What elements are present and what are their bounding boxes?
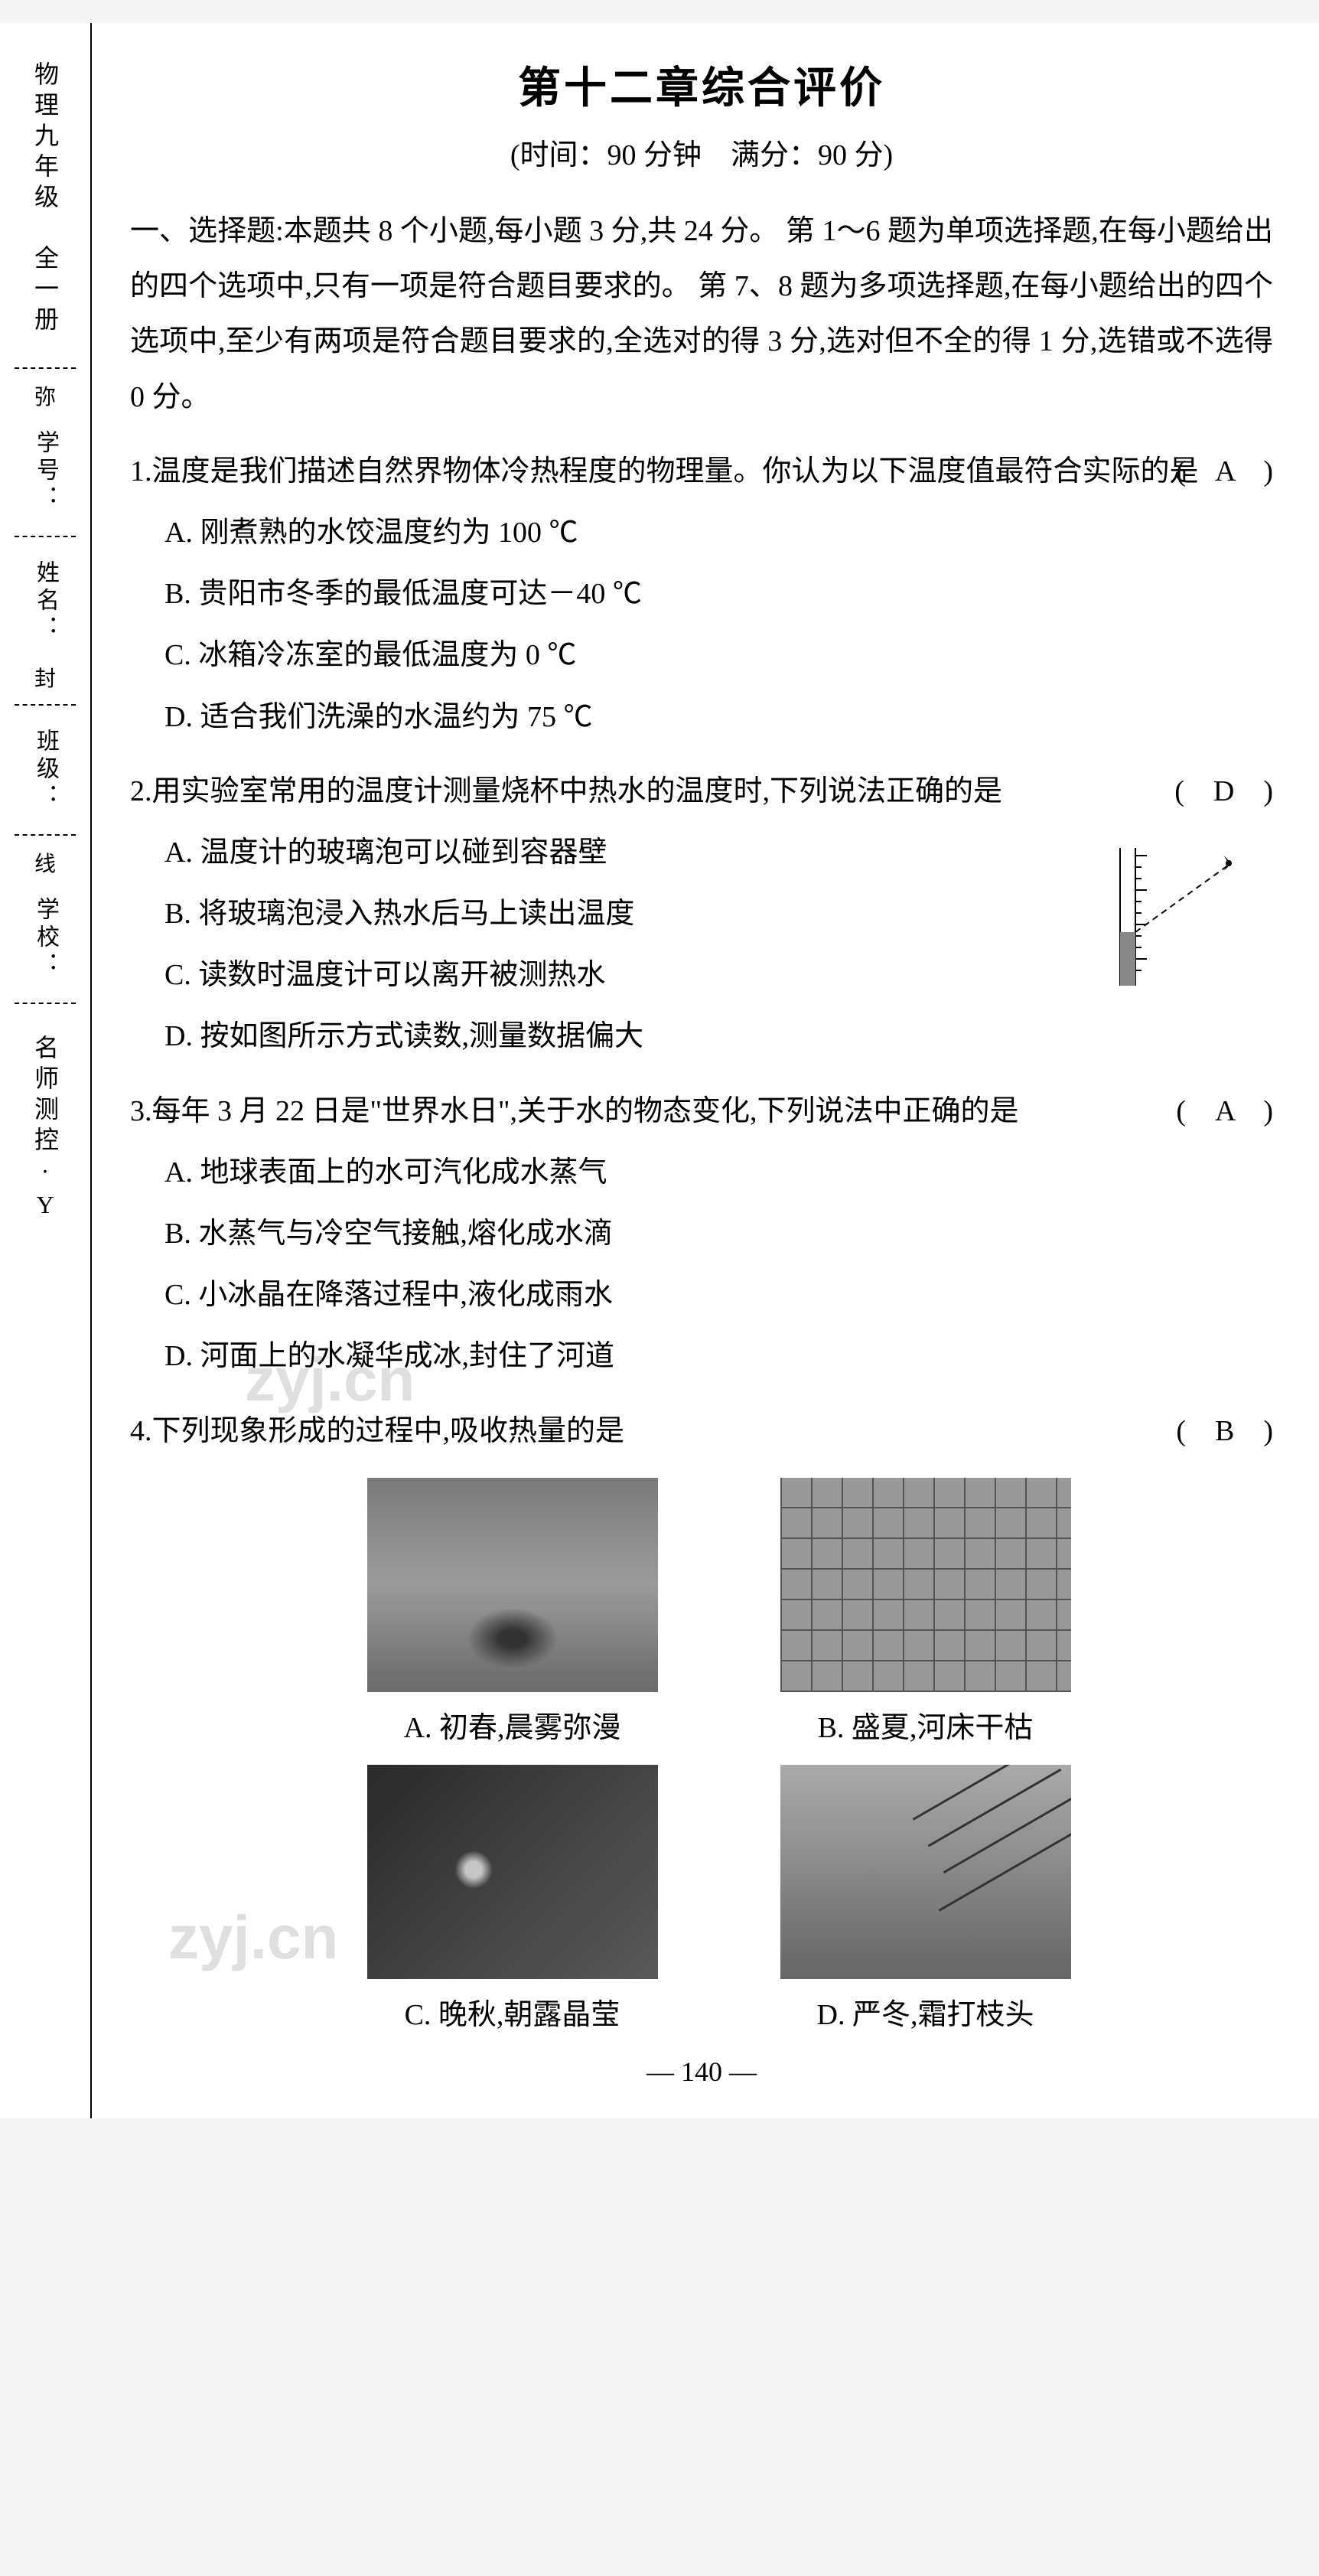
question-num: 1. [130,455,152,487]
image-row-2: zyj.cn C. 晚秋,朝露晶莹 D. 严冬,霜打枝头 [130,1765,1273,2033]
divider [15,704,76,706]
field-name: 姓名： [28,545,62,658]
option-d: D. 河面上的水凝华成冰,封住了河道 [164,1329,1273,1384]
cut-mark: 线 [34,843,56,882]
question-text: 4.下列现象形成的过程中,吸收热量的是 ( B ) [130,1404,1273,1459]
question-text: 3.每年 3 月 22 日是"世界水日",关于水的物态变化,下列说法中正确的是 … [130,1084,1273,1139]
field-number: 学号： [28,415,62,528]
answer-mark: ( B ) [1210,1404,1273,1459]
question-body: 用实验室常用的温度计测量烧杯中热水的温度时,下列说法正确的是 [152,775,1003,807]
image-item-a: A. 初春,晨雾弥漫 [367,1478,658,1746]
section-header: 一、选择题:本题共 8 个小题,每小题 3 分,共 24 分。 第 1～6 题为… [130,204,1273,425]
option-d: D. 按如图所示方式读数,测量数据偏大 [164,1009,1273,1064]
caption-b: B. 盛夏,河床干枯 [780,1704,1071,1746]
caption-a: A. 初春,晨雾弥漫 [367,1704,658,1746]
option-b: B. 贵阳市冬季的最低温度可达－40 ℃ [164,566,1273,621]
option-a: A. 地球表面上的水可汽化成水蒸气 [164,1145,1273,1200]
question-2: 2.用实验室常用的温度计测量烧杯中热水的温度时,下列说法正确的是 ( D ) [130,764,1273,1065]
question-4: 4.下列现象形成的过程中,吸收热量的是 ( B ) A. 初春,晨雾弥漫 B. … [130,1404,1273,2033]
question-num: 4. [130,1415,152,1447]
image-fog [367,1478,658,1692]
image-item-d: D. 严冬,霜打枝头 [780,1765,1071,2033]
image-frost [780,1765,1071,1979]
page-subtitle: (时间：90 分钟 满分：90 分) [130,131,1273,173]
image-dew [367,1765,658,1979]
question-1: 1.温度是我们描述自然界物体冷热程度的物理量。你认为以下温度值最符合实际的是 (… [130,444,1273,745]
cut-mark: 弥 [34,377,56,415]
answer-mark: ( A ) [1210,1084,1273,1139]
question-body: 下列现象形成的过程中,吸收热量的是 [152,1415,625,1447]
field-school: 学校： [28,882,62,995]
page-container: 物理九年级 全一册 弥 学号： 姓名： 封 班级： 线 学校： 名师测控·Y 第… [0,23,1319,2118]
sidebar-bottom-label: 名师测控·Y [28,1012,63,1247]
page-title: 第十二章综合评价 [130,54,1273,116]
caption-c: C. 晚秋,朝露晶莹 [367,1991,658,2033]
image-item-b: B. 盛夏,河床干枯 [780,1478,1071,1746]
option-d: D. 适合我们洗澡的水温约为 75 ℃ [164,690,1273,745]
question-3: 3.每年 3 月 22 日是"世界水日",关于水的物态变化,下列说法中正确的是 … [130,1084,1273,1384]
option-c: C. 冰箱冷冻室的最低温度为 0 ℃ [164,628,1273,683]
page-number: — 140 — [130,2056,1273,2088]
question-num: 2. [130,775,152,807]
main-content: 第十二章综合评价 (时间：90 分钟 满分：90 分) 一、选择题:本题共 8 … [92,23,1319,2118]
sidebar: 物理九年级 全一册 弥 学号： 姓名： 封 班级： 线 学校： 名师测控·Y [0,23,92,2118]
sidebar-top-label: 物理九年级 全一册 [28,38,63,360]
question-num: 3. [130,1095,152,1127]
option-c: C. 小冰晶在降落过程中,液化成雨水 [164,1267,1273,1322]
options-list: A. 地球表面上的水可汽化成水蒸气 B. 水蒸气与冷空气接触,熔化成水滴 C. … [130,1145,1273,1384]
answer-mark: ( A ) [1210,444,1273,499]
divider [15,834,76,836]
image-row-1: A. 初春,晨雾弥漫 B. 盛夏,河床干枯 [130,1478,1273,1746]
option-b: B. 水蒸气与冷空气接触,熔化成水滴 [164,1206,1273,1261]
divider [15,536,76,537]
question-body: 温度是我们描述自然界物体冷热程度的物理量。你认为以下温度值最符合实际的是 [152,455,1199,487]
thermometer-figure [1097,848,1250,986]
watermark: zyj.cn [168,1903,338,1973]
question-text: 1.温度是我们描述自然界物体冷热程度的物理量。你认为以下温度值最符合实际的是 (… [130,444,1273,499]
field-class: 班级： [28,713,62,827]
question-text: 2.用实验室常用的温度计测量烧杯中热水的温度时,下列说法正确的是 ( D ) [130,764,1273,819]
thermometer-svg [1097,848,1250,986]
image-crack [780,1478,1071,1692]
caption-d: D. 严冬,霜打枝头 [780,1991,1071,2033]
image-item-c: C. 晚秋,朝露晶莹 [367,1765,658,2033]
question-body: 每年 3 月 22 日是"世界水日",关于水的物态变化,下列说法中正确的是 [152,1095,1019,1127]
options-list: A. 刚煮熟的水饺温度约为 100 ℃ B. 贵阳市冬季的最低温度可达－40 ℃… [130,505,1273,745]
answer-mark: ( D ) [1209,764,1273,819]
option-a: A. 刚煮熟的水饺温度约为 100 ℃ [164,505,1273,560]
cut-mark: 封 [34,658,56,696]
divider [15,1003,76,1004]
divider [15,367,76,369]
